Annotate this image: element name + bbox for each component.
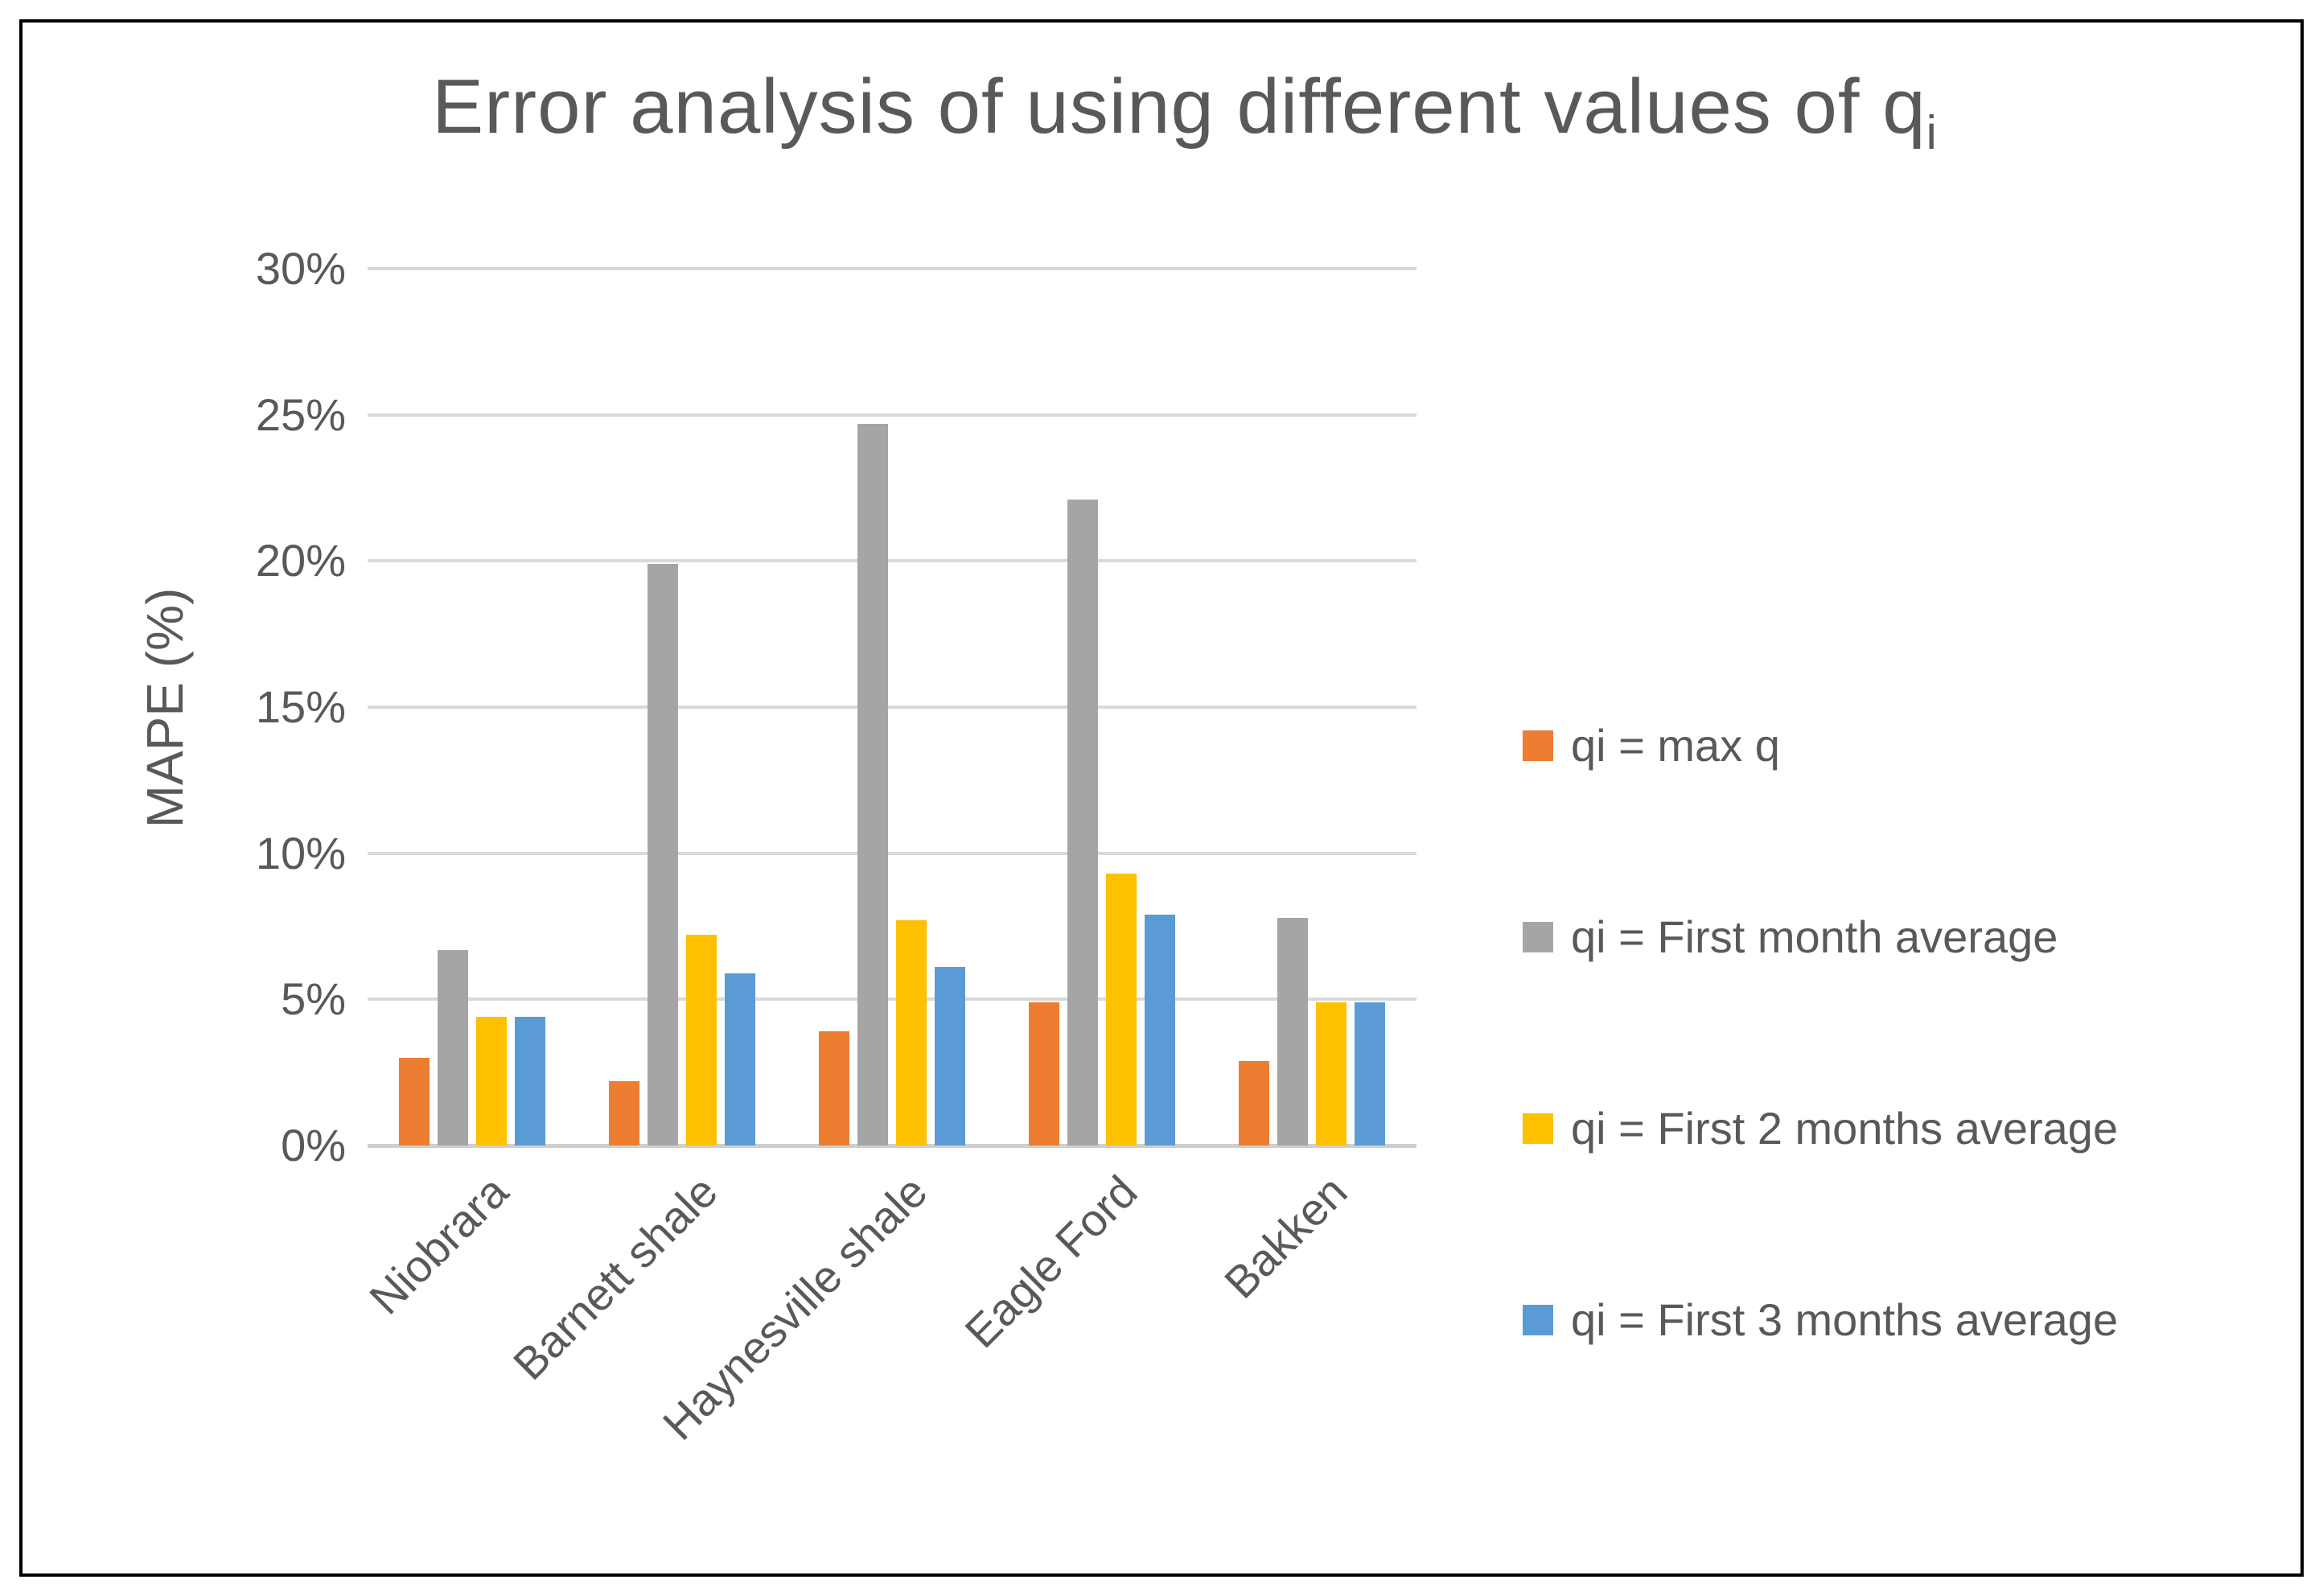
legend-item-1: qi = max q	[1523, 723, 2118, 768]
legend-label-1: qi = max q	[1571, 720, 1780, 771]
gridline-10%	[368, 851, 1416, 855]
gridline-5%	[368, 998, 1416, 1002]
legend-label-3: qi = First 2 months average	[1571, 1103, 2119, 1154]
gridline-15%	[368, 705, 1416, 709]
bar-series1-haynesville-shale	[819, 1031, 849, 1146]
gridline-25%	[368, 413, 1416, 417]
legend-label-4: qi = First 3 months average	[1571, 1294, 2119, 1345]
legend-swatch-3	[1523, 1113, 1553, 1144]
y-tick-label-10%: 10%	[255, 827, 346, 878]
y-tick-label-20%: 20%	[255, 535, 346, 586]
legend-swatch-4	[1523, 1305, 1553, 1335]
bar-series3-eagle-ford	[1105, 874, 1137, 1146]
gridline-20%	[368, 559, 1416, 563]
bar-series3-barnett-shale	[686, 935, 717, 1146]
y-tick-label-15%: 15%	[255, 681, 346, 732]
bar-series3-niobrara	[476, 1017, 508, 1146]
y-tick-label-5%: 5%	[281, 973, 346, 1025]
y-tick-label-30%: 30%	[255, 243, 346, 294]
legend-swatch-1	[1523, 730, 1553, 761]
y-tick-label-25%: 25%	[255, 389, 346, 440]
chart-border-frame	[19, 19, 2304, 1577]
chart-title-subscript: i	[1926, 105, 1938, 160]
bar-series3-bakken	[1315, 1002, 1347, 1146]
bar-series2-haynesville-shale	[857, 423, 888, 1146]
legend-item-3: qi = First 2 months average	[1523, 1106, 2118, 1151]
bar-series1-barnett-shale	[609, 1081, 640, 1146]
bar-series1-bakken	[1238, 1060, 1269, 1146]
bar-series3-haynesville-shale	[896, 920, 927, 1146]
bar-series4-barnett-shale	[725, 973, 756, 1146]
legend-swatch-2	[1523, 922, 1553, 952]
bar-series4-eagle-ford	[1144, 914, 1175, 1146]
bar-series4-bakken	[1354, 1002, 1385, 1146]
x-axis-line	[368, 1144, 1416, 1148]
legend: qi = max q qi = First month average qi = F…	[1523, 723, 2118, 1489]
bar-series1-eagle-ford	[1028, 1002, 1059, 1146]
bar-series4-haynesville-shale	[935, 967, 965, 1146]
bar-series2-niobrara	[438, 949, 469, 1146]
legend-item-2: qi = First month average	[1523, 915, 2118, 960]
bar-series2-eagle-ford	[1067, 500, 1098, 1146]
gridline-30%	[368, 267, 1416, 270]
bar-series2-bakken	[1277, 917, 1308, 1146]
bar-series4-niobrara	[515, 1017, 546, 1146]
bar-series1-niobrara	[399, 1058, 430, 1146]
chart-title-text: Error analysis of using different values…	[432, 64, 1926, 150]
legend-item-4: qi = First 3 months average	[1523, 1298, 2118, 1343]
chart-title: Error analysis of using different values…	[432, 63, 1938, 160]
bar-series2-barnett-shale	[648, 563, 679, 1146]
y-tick-label-0%: 0%	[281, 1120, 346, 1170]
legend-label-2: qi = First month average	[1571, 911, 2058, 962]
